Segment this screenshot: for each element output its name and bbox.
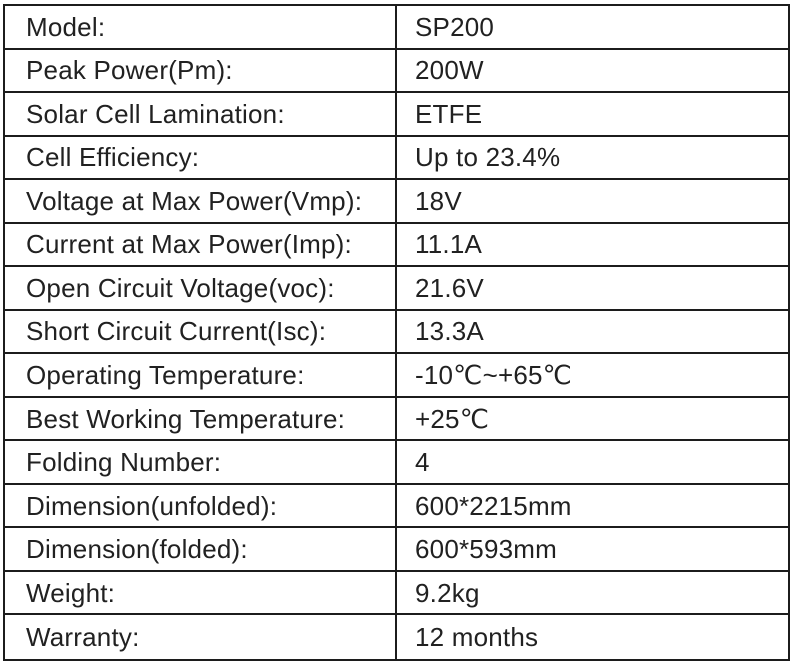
table-row: Current at Max Power(Imp): 11.1A: [5, 223, 788, 268]
spec-value-imp: 11.1A: [415, 229, 483, 260]
spec-value-folding-number: 4: [415, 447, 430, 478]
table-row: Short Circuit Current(Isc): 13.3A: [5, 310, 788, 355]
spec-value-best-temp: +25℃: [415, 403, 490, 434]
table-row: Model: SP200: [5, 6, 788, 50]
spec-label-cell-efficiency: Cell Efficiency:: [5, 136, 397, 179]
spec-value-peak-power: 200W: [415, 55, 484, 86]
spec-table: Model: SP200 Peak Power(Pm): 200W Solar …: [3, 4, 790, 661]
spec-value-model: SP200: [415, 11, 495, 42]
spec-value-weight: 9.2kg: [415, 577, 480, 608]
spec-value-warranty: 12 months: [415, 622, 539, 653]
table-row: Weight: 9.2kg: [5, 571, 788, 616]
spec-value-lamination: ETFE: [415, 98, 483, 129]
spec-label-dimension-folded: Dimension(folded):: [5, 528, 397, 570]
spec-label-dimension-unfolded: Dimension(unfolded):: [5, 484, 397, 527]
table-row: Cell Efficiency: Up to 23.4%: [5, 136, 788, 181]
spec-label-isc: Short Circuit Current(Isc):: [5, 310, 397, 353]
table-row: Dimension(unfolded): 600*2215mm: [5, 484, 788, 529]
spec-value-vmp: 18V: [415, 185, 462, 216]
table-row: Best Working Temperature: +25℃: [5, 397, 788, 442]
spec-label-vmp: Voltage at Max Power(Vmp):: [5, 180, 397, 222]
table-row: Warranty: 12 months: [5, 615, 788, 659]
spec-value-dimension-unfolded: 600*2215mm: [415, 490, 572, 521]
spec-value-voc: 21.6V: [415, 272, 484, 303]
spec-label-imp: Current at Max Power(Imp):: [5, 223, 397, 266]
table-row: Solar Cell Lamination: ETFE: [5, 93, 788, 137]
spec-value-dimension-folded: 600*593mm: [415, 534, 557, 565]
spec-label-peak-power: Peak Power(Pm):: [5, 49, 397, 92]
table-row: Voltage at Max Power(Vmp): 18V: [5, 180, 788, 224]
spec-label-model: Model:: [5, 6, 397, 48]
table-row: Open Circuit Voltage(voc): 21.6V: [5, 267, 788, 311]
spec-label-best-temp: Best Working Temperature:: [5, 397, 397, 440]
spec-value-cell-efficiency: Up to 23.4%: [415, 142, 561, 173]
table-row: Folding Number: 4: [5, 441, 788, 485]
spec-label-weight: Weight:: [5, 571, 397, 614]
spec-value-operating-temp: -10℃~+65℃: [415, 360, 573, 391]
spec-label-operating-temp: Operating Temperature:: [5, 354, 397, 396]
spec-value-isc: 13.3A: [415, 316, 484, 347]
spec-label-voc: Open Circuit Voltage(voc):: [5, 267, 397, 309]
spec-label-folding-number: Folding Number:: [5, 441, 397, 483]
table-row: Peak Power(Pm): 200W: [5, 49, 788, 94]
table-row: Operating Temperature: -10℃~+65℃: [5, 354, 788, 398]
spec-label-lamination: Solar Cell Lamination:: [5, 93, 397, 135]
table-row: Dimension(folded): 600*593mm: [5, 528, 788, 572]
spec-label-warranty: Warranty:: [5, 615, 397, 659]
